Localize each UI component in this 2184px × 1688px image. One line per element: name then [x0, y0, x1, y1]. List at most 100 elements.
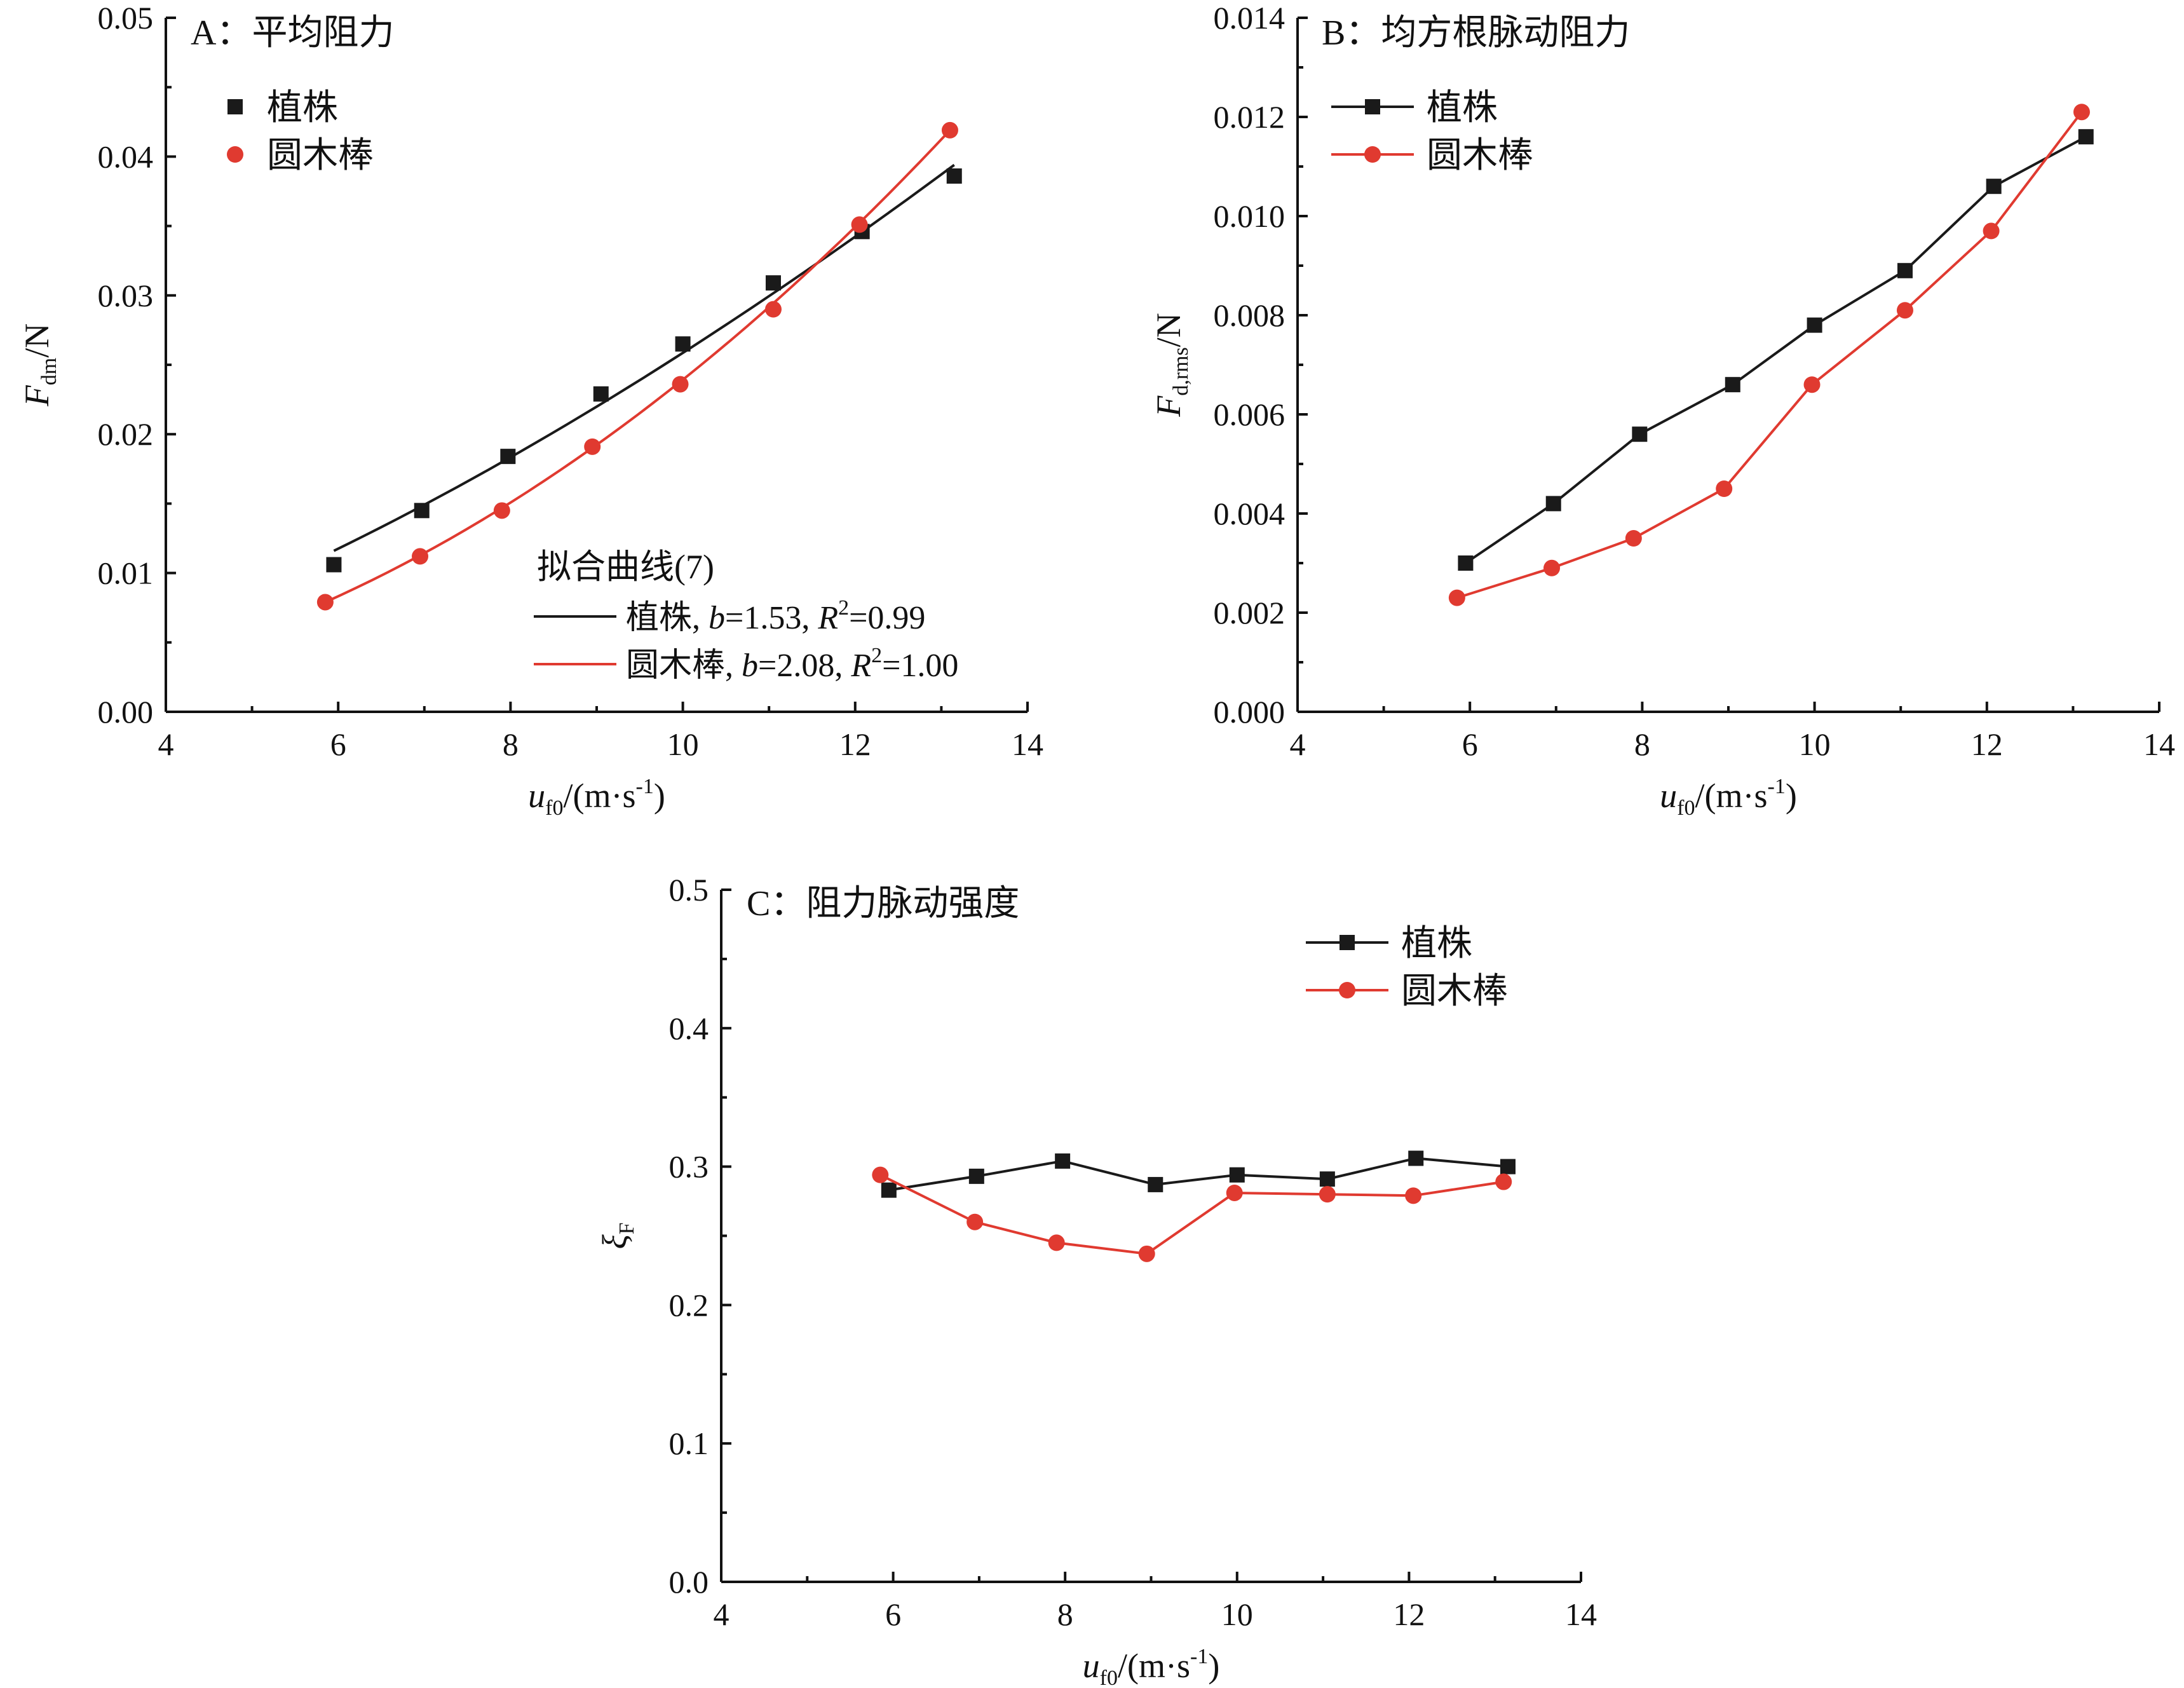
data-point-rod — [967, 1213, 984, 1230]
data-point-plant — [1632, 426, 1648, 442]
data-point-plant — [1319, 1171, 1335, 1187]
data-point-plant — [500, 449, 516, 465]
y-tick-label: 0.008 — [1214, 297, 1285, 333]
x-tick-label: 8 — [503, 726, 519, 762]
y-tick-label: 0.006 — [1214, 397, 1285, 432]
series-rod — [316, 121, 958, 611]
x-axis-label: uf0/(m·s-1) — [1660, 775, 1797, 820]
legend-marker-rod — [227, 146, 243, 163]
series-line-rod — [1456, 111, 2083, 599]
data-point-rod — [1896, 302, 1913, 319]
series-rod — [872, 1166, 1512, 1262]
x-tick-label: 10 — [1799, 726, 1831, 762]
x-tick-label: 8 — [1057, 1596, 1073, 1632]
series-line-plant — [1465, 135, 2087, 564]
data-point-rod — [1716, 480, 1733, 497]
panel-title: A：平均阻力 — [191, 13, 394, 53]
y-tick-label: 0.014 — [1214, 0, 1285, 36]
data-point-plant — [968, 1168, 984, 1184]
data-point-rod — [584, 438, 601, 455]
data-point-rod — [1803, 376, 1821, 393]
y-tick-label: 0.5 — [669, 872, 709, 908]
data-point-plant — [1229, 1167, 1245, 1183]
x-tick-label: 8 — [1634, 726, 1650, 762]
data-point-plant — [414, 503, 430, 519]
y-tick-label: 0.04 — [98, 139, 154, 174]
y-axis-label: Fdm/N — [18, 323, 61, 407]
data-point-rod — [672, 376, 689, 393]
data-point-rod — [1983, 222, 2000, 240]
legend-label-plant: 植株 — [1401, 924, 1472, 963]
y-tick-label: 0.3 — [669, 1149, 709, 1185]
fit-legend-label-rod: 圆木棒, b=2.08, R2=1.00 — [626, 644, 958, 684]
x-tick-label: 4 — [1290, 726, 1306, 762]
y-tick-label: 0.2 — [669, 1287, 709, 1323]
data-point-plant — [1545, 496, 1561, 512]
y-tick-label: 0.02 — [98, 416, 154, 452]
data-point-rod — [1625, 530, 1642, 547]
data-point-plant — [1055, 1153, 1071, 1169]
x-tick-label: 4 — [714, 1596, 729, 1632]
data-point-plant — [675, 336, 691, 352]
series-rod — [1448, 104, 2090, 606]
x-axis-label: uf0/(m·s-1) — [1083, 1645, 1220, 1688]
fit-curve-plant — [333, 163, 955, 552]
legend-label-rod: 圆木棒 — [1401, 972, 1508, 1011]
data-point-plant — [1897, 262, 1913, 278]
y-tick-label: 0.000 — [1214, 694, 1285, 730]
data-point-rod — [316, 594, 334, 611]
y-tick-label: 0.002 — [1214, 595, 1285, 630]
x-tick-label: 6 — [885, 1596, 901, 1632]
x-tick-label: 14 — [2143, 726, 2175, 762]
data-point-rod — [1319, 1186, 1336, 1203]
data-point-plant — [326, 557, 342, 573]
data-point-rod — [1448, 589, 1465, 606]
y-tick-label: 0.004 — [1214, 496, 1285, 531]
data-point-plant — [2078, 129, 2094, 145]
y-tick-label: 0.4 — [669, 1011, 709, 1046]
data-point-rod — [1543, 559, 1561, 576]
fit-legend-title: 拟合曲线(7) — [537, 548, 714, 586]
x-tick-label: 10 — [667, 726, 699, 762]
data-point-plant — [765, 275, 781, 291]
panel-title: C：阻力脉动强度 — [747, 884, 1019, 923]
legend-marker-plant — [1365, 99, 1380, 114]
fit-curve-rod — [325, 129, 951, 604]
data-point-rod — [1048, 1234, 1065, 1251]
y-tick-label: 0.05 — [98, 0, 154, 36]
x-tick-label: 12 — [1971, 726, 2003, 762]
data-point-plant — [1986, 179, 2002, 194]
x-tick-label: 6 — [1462, 726, 1478, 762]
data-point-rod — [493, 502, 510, 519]
data-point-rod — [872, 1166, 889, 1183]
legend-marker-plant — [227, 99, 243, 114]
y-tick-label: 0.1 — [669, 1426, 709, 1461]
series-line-rod — [879, 1173, 1504, 1255]
series-plant — [326, 168, 962, 573]
data-point-plant — [1458, 555, 1474, 571]
x-tick-label: 10 — [1221, 1596, 1253, 1632]
chart-panel-c: 4 6 8 10 12 14 0.0 0.1 0.2 0.3 0.4 0.5 uf0/(m·s-1) ξF… — [595, 872, 1597, 1688]
chart-panel-b: 4 6 8 10 12 14 0.000 0.002 0.004 0.006 0.008 0.010 0… — [1150, 0, 2175, 820]
data-point-rod — [412, 548, 429, 565]
legend-marker-plant — [1340, 935, 1355, 950]
y-axis-label: ξF — [595, 1222, 639, 1249]
data-point-plant — [1725, 377, 1740, 393]
y-tick-label: 0.010 — [1214, 198, 1285, 234]
x-tick-label: 12 — [839, 726, 871, 762]
series-plant — [1458, 129, 2094, 571]
data-point-rod — [1226, 1184, 1243, 1201]
y-tick-label: 0.03 — [98, 278, 154, 313]
series-line-plant — [888, 1157, 1509, 1192]
legend-label-rod: 圆木棒 — [1427, 136, 1533, 175]
y-axis-label: Fd,rms/N — [1150, 313, 1193, 418]
y-tick-label: 0.01 — [98, 555, 154, 591]
data-point-plant — [593, 386, 609, 402]
data-point-plant — [1807, 317, 1822, 333]
y-tick-label: 0.012 — [1214, 99, 1285, 135]
data-point-plant — [946, 168, 962, 184]
data-point-plant — [1148, 1176, 1163, 1192]
